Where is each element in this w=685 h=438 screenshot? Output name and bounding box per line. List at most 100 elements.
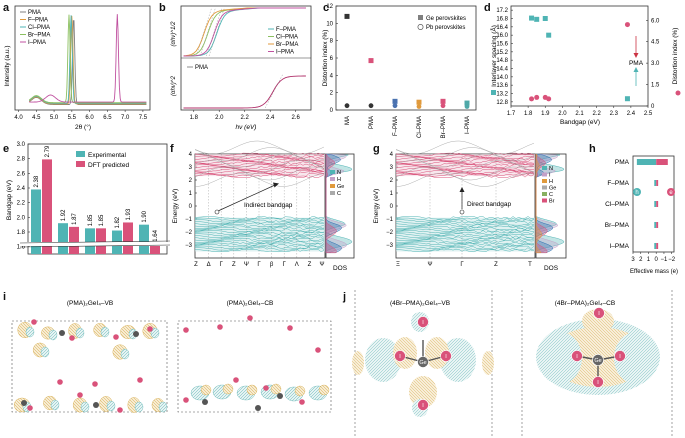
band-line bbox=[395, 166, 535, 181]
band-line bbox=[194, 166, 325, 181]
panel-c-point-pb bbox=[440, 103, 446, 109]
germanium-atom bbox=[592, 354, 604, 366]
orbital-lobe bbox=[318, 384, 330, 396]
panel-j-label-vb: (4Br–PMA)₂GeI₄–VB bbox=[390, 300, 450, 307]
iodine-atom bbox=[440, 350, 452, 362]
band-line-vb bbox=[194, 230, 324, 234]
panel-g-kpoint: Ψ bbox=[427, 262, 432, 268]
panel-e-axis-break bbox=[19, 240, 171, 248]
band-line-cb bbox=[194, 152, 325, 157]
panel-c-point-ge bbox=[392, 98, 398, 104]
iodine-atom-label: I bbox=[399, 354, 401, 360]
panel-f-kpoint: Z bbox=[194, 262, 198, 268]
band-line-vb bbox=[194, 224, 325, 228]
panel-i-cell-vb bbox=[11, 320, 168, 413]
iodine-atom bbox=[233, 377, 239, 383]
band-line-vb bbox=[395, 222, 535, 226]
iodine-atom bbox=[117, 407, 123, 413]
band-line-cb bbox=[395, 164, 535, 168]
iodine-atom-label: I bbox=[597, 380, 599, 386]
panel-d-ytick-left: 16.0 bbox=[496, 33, 508, 39]
panel-b-xtick: 2.2 bbox=[241, 115, 250, 121]
panel-c-point-pb bbox=[392, 103, 398, 109]
panel-d-ytick-left: 12.8 bbox=[496, 100, 508, 106]
iodine-atom-label: I bbox=[619, 354, 621, 360]
panel-f-dos-legend-item: N bbox=[337, 170, 341, 176]
orbital-lobe bbox=[100, 326, 110, 338]
band-line-vb bbox=[395, 230, 535, 234]
orbital-lobe bbox=[75, 327, 85, 339]
band-line-vb bbox=[395, 234, 535, 239]
iodine-atom bbox=[113, 334, 119, 340]
panel-c-xtick: Br–PMA bbox=[441, 116, 447, 138]
panel-d-point-spacing bbox=[529, 15, 535, 21]
band-line-cb bbox=[194, 157, 325, 161]
panel-b: (αhν)^1/2 (αhν)^2 hν (eV) 1.8 2.0 2.2 2.4 2.… bbox=[171, 5, 312, 131]
germanium-atom bbox=[255, 405, 261, 411]
band-line-cb bbox=[396, 154, 535, 158]
band-line-vb bbox=[194, 248, 325, 253]
germanium-atom bbox=[417, 356, 429, 368]
band-line-vb bbox=[395, 227, 535, 231]
panel-c-point-ge bbox=[344, 13, 350, 19]
panel-c-ytick: 12 bbox=[326, 4, 333, 10]
band-line-cb bbox=[395, 152, 535, 157]
panel-h-axes bbox=[632, 155, 675, 253]
panel-letter-j: j bbox=[342, 291, 346, 303]
energy-ytick: −1 bbox=[386, 217, 394, 223]
panel-letter-b: b bbox=[159, 2, 166, 14]
panel-d-point-distortion bbox=[546, 96, 552, 102]
panel-e-ytick: 2.8 bbox=[17, 157, 26, 163]
germanium-atom bbox=[21, 400, 27, 406]
orbital-lobe bbox=[40, 346, 50, 358]
panel-f-dos-legend-item: Ge bbox=[337, 184, 344, 190]
band-line-vb bbox=[194, 220, 325, 224]
energy-ytick: −3 bbox=[386, 243, 394, 249]
panel-d-point-spacing bbox=[624, 96, 630, 102]
panel-f-kpoint: Ψ bbox=[244, 262, 249, 268]
iodine-atom-label: I bbox=[576, 354, 578, 360]
panel-c-ytick: 0 bbox=[330, 108, 334, 114]
band-line-vb bbox=[194, 216, 325, 220]
germanium-atom bbox=[277, 393, 283, 399]
panel-e-value-label: 1.85 bbox=[99, 214, 105, 226]
band-line-cb bbox=[395, 172, 535, 177]
panel-f-dos-legend-item: C bbox=[337, 191, 341, 197]
panel-g-kpoint: Ξ bbox=[396, 262, 400, 268]
panel-e-value-label: 1.90 bbox=[142, 210, 148, 222]
energy-ytick: 2 bbox=[189, 178, 193, 184]
band-line-vb bbox=[396, 233, 535, 237]
band-line-vb bbox=[194, 231, 325, 235]
panel-c-ytick: 6 bbox=[330, 56, 334, 62]
panel-d-xtick: 2.3 bbox=[610, 111, 619, 117]
panel-h-bar-h bbox=[654, 243, 657, 249]
panel-f-kpoint: Λ bbox=[295, 262, 299, 268]
panel-letter-e: e bbox=[3, 143, 9, 155]
panel-j: (4Br–PMA)₂GeI₄–VB (4Br–PMA)₂GeI₄–CB I I I bbox=[352, 290, 673, 436]
band-line bbox=[194, 173, 325, 187]
panel-e-bar bbox=[96, 228, 106, 254]
panel-f-kpoint: Γ bbox=[283, 262, 287, 268]
panel-b-xtick: 2.4 bbox=[266, 115, 275, 121]
band-line-vb bbox=[194, 236, 325, 240]
band-line-vb bbox=[395, 241, 535, 245]
panel-d-point-spacing bbox=[546, 32, 552, 38]
panel-c-point-pb bbox=[344, 103, 350, 109]
panel-h-bar-h bbox=[636, 159, 657, 165]
panel-a-xlabel: 2θ (°) bbox=[75, 123, 91, 131]
panel-g-kpoint: Z bbox=[494, 262, 498, 268]
band-line-cb bbox=[194, 168, 325, 173]
germanium-atom-label: Ge bbox=[594, 358, 601, 364]
panel-f-vbm-marker bbox=[214, 209, 220, 215]
band-line-vb bbox=[194, 244, 325, 248]
orbital-lobe bbox=[134, 401, 144, 413]
panel-h-xtick: −1 bbox=[661, 257, 669, 263]
panel-a-curve bbox=[28, 15, 147, 105]
orbital-lobe bbox=[158, 401, 168, 413]
panel-g-kpoint: T bbox=[528, 262, 532, 268]
panel-d-xtick: 2.1 bbox=[575, 111, 584, 117]
panel-e-bar bbox=[85, 228, 95, 254]
panel-j-label-cb: (4Br–PMA)₂GeI₄–CB bbox=[555, 300, 615, 307]
panel-h-bar-h bbox=[654, 222, 657, 228]
